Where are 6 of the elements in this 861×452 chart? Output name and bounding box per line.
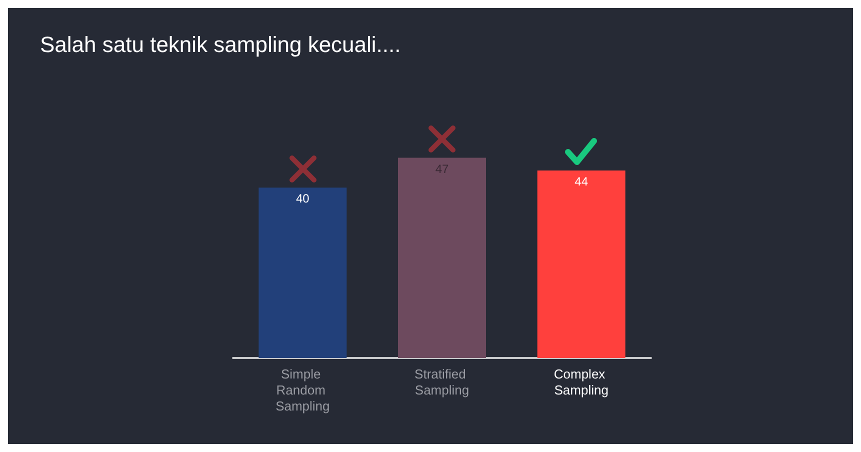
x-tick-label: Simple Random Sampling — [276, 366, 330, 414]
data-label: 40 — [296, 192, 310, 206]
x-tick-label: Stratified Sampling — [414, 366, 470, 398]
chart-title: Salah satu teknik sampling kecuali.... — [40, 32, 401, 58]
data-label: 44 — [574, 174, 588, 189]
x-tick-label: Complex Sampling — [554, 366, 609, 398]
